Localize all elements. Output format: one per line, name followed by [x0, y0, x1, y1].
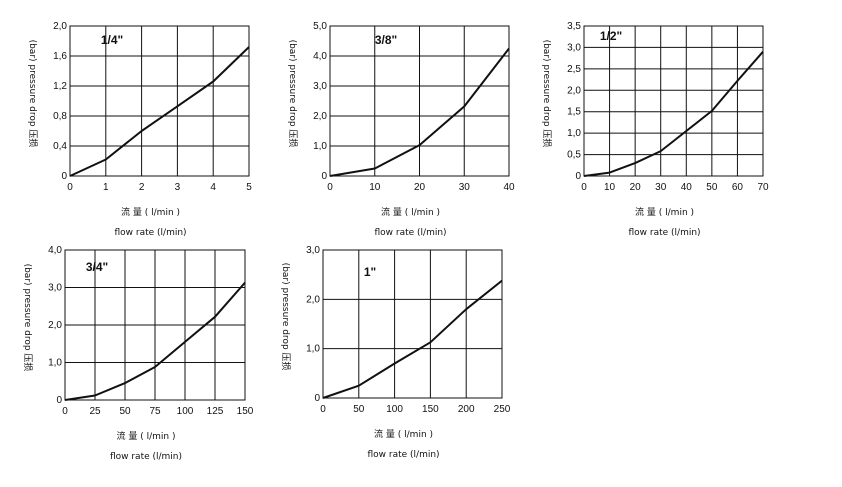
y-axis-label: (bar) pressure drop 压损 [541, 40, 553, 148]
y-axis-label: (bar) pressure drop 压损 [27, 40, 39, 148]
y-axis-label: (bar) pressure drop 压损 [22, 264, 34, 372]
x-tick-label: 70 [757, 182, 769, 193]
y-tick-label: 2,0 [48, 320, 62, 331]
x-tick-label: 4 [210, 182, 216, 193]
chart-2: 0 10 20 30 40 0 1,0 2,0 3,0 4,0 5,0 3/8" 流 量 ( l/min… [287, 21, 515, 238]
x-tick-label: 5 [246, 182, 252, 193]
x-tick-label: 20 [630, 182, 642, 193]
chart-title: 3/4" [86, 260, 108, 274]
x-tick-label: 0 [320, 404, 326, 415]
x-tick-label: 0 [62, 406, 68, 417]
x-tick-label: 100 [386, 404, 403, 415]
series-line [583, 51, 764, 177]
y-tick-label: 2,0 [53, 21, 67, 32]
x-tick-label: 150 [237, 406, 254, 417]
y-axis-label: (bar) pressure drop 压损 [280, 263, 292, 371]
x-axis-label-cn: 流 量 ( l/min ) [374, 428, 433, 440]
chart-title: 3/8" [375, 33, 397, 47]
y-tick-label: 3,0 [306, 245, 320, 256]
x-axis-label-cn: 流 量 ( l/min ) [117, 430, 176, 442]
y-tick-label: 1,0 [306, 344, 320, 355]
x-axis-label: flow rate (l/min) [115, 228, 187, 238]
y-tick-label: 2,5 [567, 64, 581, 75]
y-tick-label: 5,0 [313, 21, 327, 32]
y-tick-label: 1,6 [53, 51, 67, 62]
x-tick-label: 20 [414, 182, 426, 193]
x-tick-label: 125 [207, 406, 224, 417]
y-tick-label: 0 [56, 395, 62, 406]
y-tick-label: 0,8 [53, 111, 67, 122]
chart-3: 0 10 20 30 40 50 60 70 0 0,5 1,0 1,5 2,0 2,5 3,0 3,5 1/2… [541, 21, 769, 238]
x-tick-label: 100 [177, 406, 194, 417]
x-axis-label: flow rate (l/min) [629, 228, 701, 238]
x-axis-label-cn: 流 量 ( l/min ) [635, 206, 694, 218]
x-tick-label: 40 [503, 182, 515, 193]
y-tick-label: 1,2 [53, 81, 67, 92]
x-tick-label: 50 [119, 406, 131, 417]
y-tick-label: 0 [575, 171, 581, 182]
x-tick-label: 3 [175, 182, 181, 193]
x-axis-label-cn: 流 量 ( l/min ) [121, 206, 180, 218]
x-tick-label: 30 [655, 182, 667, 193]
y-tick-label: 0 [61, 171, 67, 182]
y-axis-label: (bar) pressure drop 压损 [287, 40, 299, 148]
y-tick-label: 3,0 [567, 42, 581, 53]
x-tick-label: 60 [732, 182, 744, 193]
x-tick-label: 10 [604, 182, 616, 193]
y-tick-label: 2,0 [306, 294, 320, 305]
x-tick-label: 25 [89, 406, 101, 417]
chart-5: 0 50 100 150 200 250 0 1,0 2,0 3,0 1" 流 量 ( l/min )… [280, 245, 511, 460]
plot-frame [69, 25, 250, 177]
x-axis-label: flow rate (l/min) [375, 228, 447, 238]
x-axis-label: flow rate (l/min) [368, 450, 440, 460]
x-tick-label: 250 [494, 404, 511, 415]
plot-frame [322, 249, 503, 399]
y-tick-label: 1,0 [567, 128, 581, 139]
chart-title: 1" [364, 265, 376, 279]
y-tick-label: 0 [314, 393, 320, 404]
y-tick-label: 0,4 [53, 141, 67, 152]
y-tick-label: 3,5 [567, 21, 581, 32]
x-tick-label: 0 [327, 182, 333, 193]
series-line [69, 46, 250, 177]
chart-title: 1/4" [101, 33, 123, 47]
y-tick-label: 0,5 [567, 150, 581, 161]
y-tick-label: 3,0 [313, 81, 327, 92]
x-tick-label: 200 [458, 404, 475, 415]
x-tick-label: 0 [581, 182, 587, 193]
x-tick-label: 2 [139, 182, 145, 193]
x-tick-label: 1 [103, 182, 109, 193]
y-tick-label: 1,0 [48, 358, 62, 369]
x-tick-label: 50 [353, 404, 365, 415]
x-tick-label: 50 [706, 182, 718, 193]
x-tick-label: 150 [422, 404, 439, 415]
y-tick-label: 1,0 [313, 141, 327, 152]
y-tick-label: 0 [321, 171, 327, 182]
x-tick-label: 0 [67, 182, 73, 193]
y-tick-label: 4,0 [313, 51, 327, 62]
chart-1: 0 1 2 3 4 5 0 0,4 0,8 1,2 1,6 2,0 1/4" 流 量 ( l/min ) f… [27, 21, 252, 238]
x-axis-label-cn: 流 量 ( l/min ) [381, 206, 440, 218]
x-axis-label: flow rate (l/min) [110, 452, 182, 462]
y-tick-label: 2,0 [567, 85, 581, 96]
x-tick-label: 10 [369, 182, 381, 193]
x-tick-label: 75 [149, 406, 161, 417]
series-line [322, 279, 503, 399]
x-tick-label: 30 [459, 182, 471, 193]
y-tick-label: 1,5 [567, 107, 581, 118]
x-tick-label: 40 [681, 182, 693, 193]
plot-frame [583, 25, 764, 177]
chart-4: 0 25 50 75 100 125 150 0 1,0 2,0 3,0 4,0 3/4" 流 量 ( l… [22, 245, 254, 462]
y-tick-label: 2,0 [313, 111, 327, 122]
y-tick-label: 4,0 [48, 245, 62, 256]
y-tick-label: 3,0 [48, 283, 62, 294]
chart-title: 1/2" [600, 29, 622, 43]
